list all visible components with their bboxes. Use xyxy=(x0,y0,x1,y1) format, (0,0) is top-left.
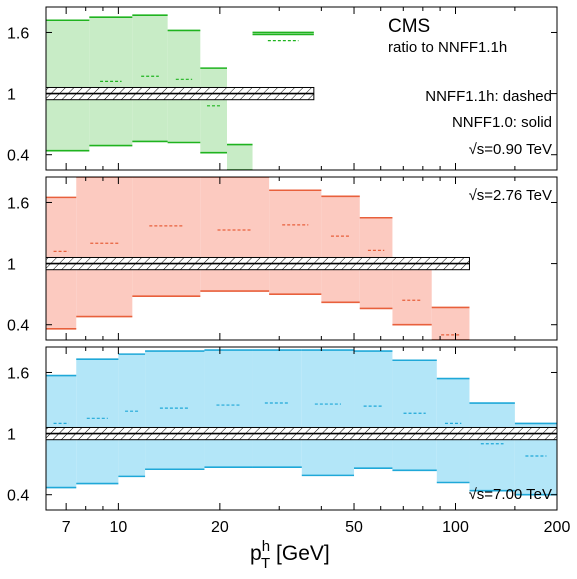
panel-middle: 1.6 1 0.4 √s=2.76 TeV xyxy=(7,176,558,341)
uncertainty-band xyxy=(469,403,515,491)
panel-top: 1.6 1 0.4 CMS ratio to NNFF1.1h NNFF1.1h: das… xyxy=(7,6,558,171)
uncertainty-band xyxy=(132,177,201,297)
uncertainty-band xyxy=(301,350,355,476)
uncertainty-band xyxy=(167,30,201,143)
uncertainty-band xyxy=(354,351,393,469)
uncertainty-band xyxy=(204,350,253,468)
uncertainty-band xyxy=(392,360,437,471)
x-tick-label: 100 xyxy=(442,519,469,536)
y-tick-label: 0.4 xyxy=(7,318,29,335)
x-tick-label: 10 xyxy=(109,519,127,536)
energy-label: √s=2.76 TeV xyxy=(469,187,552,204)
energy-label: √s=7.00 TeV xyxy=(469,486,552,503)
y-tick-label: 1 xyxy=(7,427,16,444)
y-tick-label: 0.4 xyxy=(7,488,29,505)
panel-bottom: 1.6 1 0.4 √s=7.00 TeV xyxy=(7,346,558,511)
uncertainty-band xyxy=(200,68,228,153)
uncertainty-band xyxy=(321,196,360,303)
annotation: √s=0.90 TeV xyxy=(469,141,552,158)
uncertainty-band xyxy=(200,177,270,292)
annotation: ratio to NNFF1.1h xyxy=(388,39,507,56)
x-tick-label: 20 xyxy=(211,519,229,536)
y-tick-label: 1 xyxy=(7,87,16,104)
x-tick-label: 7 xyxy=(62,519,71,536)
uncertainty-band xyxy=(252,350,302,468)
x-tick-label: 200 xyxy=(544,519,571,536)
plot-area xyxy=(46,349,557,496)
uncertainty-band xyxy=(145,351,205,470)
uncertainty-band xyxy=(227,144,253,170)
uncertainty-band xyxy=(269,190,322,295)
y-tick-label: 1 xyxy=(7,257,16,274)
x-axis-title: ph T [GeV] xyxy=(250,538,330,572)
panel-frame xyxy=(45,6,558,171)
uncertainty-band xyxy=(46,20,90,151)
plot-area xyxy=(46,177,470,340)
annotation: CMS xyxy=(388,16,430,37)
y-tick-label: 1.6 xyxy=(7,195,29,212)
panel-frame xyxy=(45,346,558,511)
panel-frame xyxy=(45,176,558,341)
uncertainty-band xyxy=(76,359,119,484)
y-tick-label: 1.6 xyxy=(7,365,29,382)
annotation: NNFF1.0: solid xyxy=(452,114,552,131)
uncertainty-band xyxy=(118,354,146,477)
uncertainty-band xyxy=(132,15,168,142)
y-tick-label: 0.4 xyxy=(7,148,29,165)
annotation: NNFF1.1h: dashed xyxy=(425,88,552,105)
y-tick-label: 1.6 xyxy=(7,25,29,42)
uncertainty-band xyxy=(431,307,470,340)
uncertainty-band xyxy=(76,177,133,317)
plot-area xyxy=(46,14,315,170)
uncertainty-band xyxy=(252,32,314,35)
x-tick-label: 50 xyxy=(345,519,363,536)
